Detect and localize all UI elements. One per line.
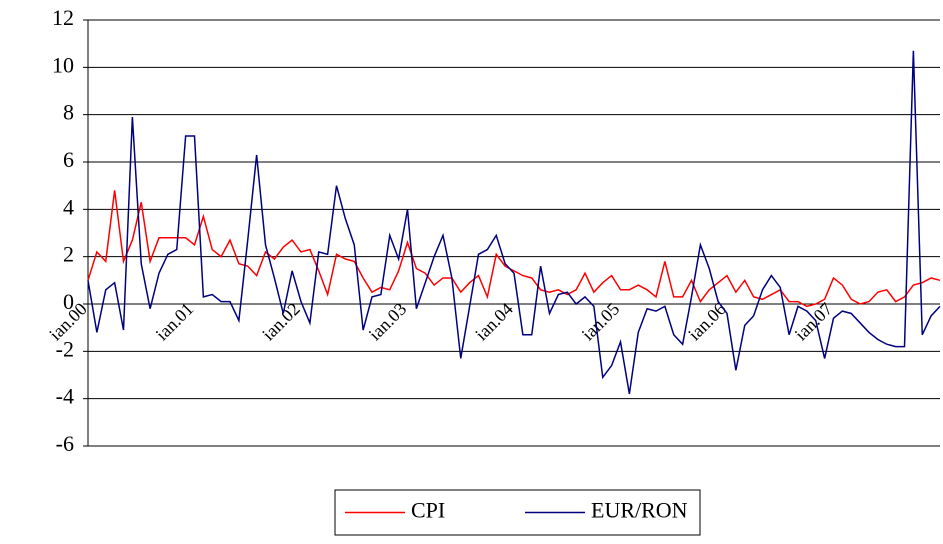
x-tick-label: ian.04 [471,299,517,345]
x-tick-label: ian.01 [152,299,198,345]
x-tick-label: ian.05 [578,299,624,345]
legend-label: CPI [411,498,445,523]
y-tick-label: 6 [63,147,74,172]
y-tick-label: -4 [56,384,74,409]
series-line [87,190,941,308]
y-tick-label: 10 [52,52,74,77]
series-line [87,50,941,395]
legend-label: EUR/RON [591,498,688,523]
y-tick-label: 2 [63,242,74,267]
y-tick-label: -6 [56,431,74,456]
y-tick-label: -2 [56,336,74,361]
y-tick-label: 0 [63,289,74,314]
y-tick-label: 4 [63,194,74,219]
y-tick-label: 8 [63,100,74,125]
x-tick-label: ian.03 [365,299,411,345]
y-tick-label: 12 [52,5,74,30]
x-tick-label: ian.06 [684,299,730,345]
